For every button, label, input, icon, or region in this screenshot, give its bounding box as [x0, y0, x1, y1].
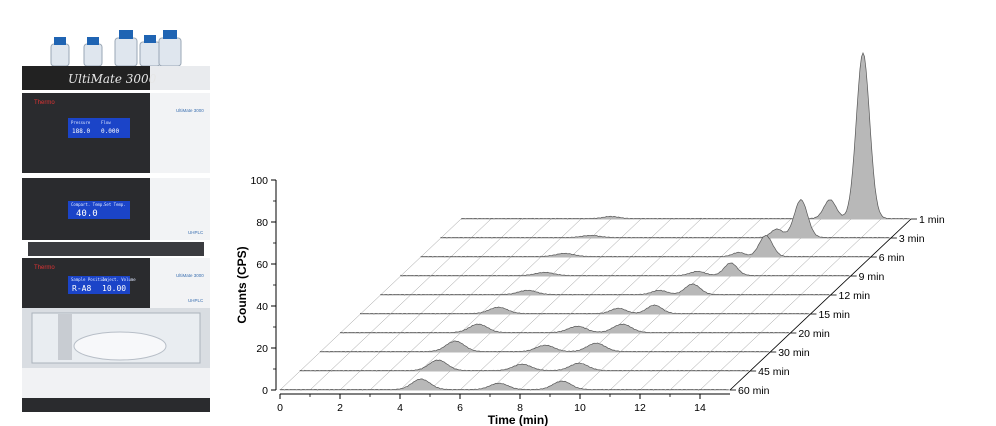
series-line [460, 51, 910, 220]
series-label: 45 min [758, 366, 790, 378]
x-tick-label: 2 [337, 402, 343, 414]
depth-gridline [579, 218, 762, 391]
series-trace [339, 323, 791, 334]
depth-axis [729, 218, 912, 391]
series-area [400, 263, 851, 276]
brand-label: UltiMate 3000 [68, 72, 157, 86]
x-tick-label: 0 [277, 402, 283, 414]
series-trace [319, 340, 771, 353]
chart-axes: 1 min 3 min 6 min 9 min 12 min 15 min 20 min 30… [250, 175, 944, 414]
y-tick-label: 20 [256, 343, 268, 355]
y-tick-label: 60 [256, 259, 268, 271]
depth-gridline [489, 218, 672, 391]
series-area [360, 304, 811, 314]
x-tick-label: 8 [517, 402, 523, 414]
depth-gridline [339, 218, 522, 391]
series-label: 6 min [879, 252, 905, 264]
series-trace [400, 262, 851, 277]
x-tick-label: 12 [634, 402, 646, 414]
y-tick-label: 0 [262, 385, 268, 397]
y-tick-label: 80 [256, 217, 268, 229]
sampler-lcd [68, 276, 130, 294]
x-axis-label: Time (min) [488, 413, 548, 426]
series-label: 60 min [738, 385, 770, 397]
series-trace [279, 378, 730, 391]
hplc-instrument-image: UltiMate 3000 Thermo UltiMate 3000 Press… [22, 30, 210, 412]
series-area [461, 52, 911, 220]
series-trace [380, 283, 831, 296]
depth-gridline [519, 218, 702, 391]
svg-text:Set Temp.: Set Temp. [104, 202, 126, 207]
series-line [380, 283, 830, 296]
pump-lcd [68, 118, 130, 138]
x-tick-label: 4 [397, 402, 403, 414]
series-trace [360, 304, 811, 315]
series-trace [420, 235, 871, 258]
series-area [440, 199, 891, 238]
series-line [420, 235, 870, 258]
thermo-logo-1: Thermo [34, 100, 55, 106]
svg-text:Sample Position: Sample Position [71, 277, 108, 282]
depth-gridline [279, 218, 462, 391]
depth-gridline [459, 218, 642, 391]
thermo-logo-2: Thermo [34, 265, 55, 271]
depth-gridline [699, 218, 882, 391]
series-label: 1 min [919, 214, 945, 226]
series-area [300, 360, 751, 371]
series-area [380, 283, 831, 295]
series-line [279, 378, 729, 391]
series-line [440, 199, 890, 239]
series-area [340, 324, 791, 333]
series-area [420, 235, 871, 257]
depth-gridline [639, 218, 822, 391]
y-tick-label: 100 [250, 175, 268, 187]
depth-gridline [549, 218, 732, 391]
chart-grid [279, 218, 912, 391]
series-trace [299, 359, 751, 372]
svg-text:Flow: Flow [101, 120, 111, 125]
series-area [320, 341, 771, 352]
depth-gridline [309, 218, 492, 391]
series-line [319, 340, 769, 353]
uhplc-badge-1: UHPLC [188, 230, 204, 235]
series-label: 3 min [899, 233, 925, 245]
svg-text:Pressure: Pressure [71, 120, 91, 125]
x-tick-label: 6 [457, 402, 463, 414]
series-line [400, 262, 850, 277]
svg-text:R-A8: R-A8 [72, 284, 91, 293]
svg-text:40.0: 40.0 [76, 209, 98, 219]
chart-series [279, 51, 911, 391]
svg-text:0.000: 0.000 [101, 128, 119, 135]
solvent-bottles [50, 30, 182, 67]
series-label: 12 min [839, 290, 871, 302]
series-label: 20 min [798, 328, 830, 340]
waterfall-chromatogram: 1 min 3 min 6 min 9 min 12 min 15 min 20 min 30… [235, 51, 945, 426]
x-tick-label: 14 [694, 402, 706, 414]
series-line [299, 359, 749, 372]
series-label: 15 min [818, 309, 850, 321]
depth-gridline [399, 218, 582, 391]
x-tick-label: 10 [574, 402, 586, 414]
depth-gridline [369, 218, 552, 391]
series-area [280, 378, 730, 390]
depth-gridline [669, 218, 852, 391]
oven-lcd [68, 201, 130, 219]
series-label: 30 min [778, 347, 810, 359]
y-axis-label: Counts (CPS) [235, 246, 249, 323]
module-label-2: UltiMate 3000 [176, 273, 204, 278]
svg-text:10.00: 10.00 [102, 284, 126, 293]
y-tick-label: 40 [256, 301, 268, 313]
series-trace [460, 51, 911, 220]
svg-text:Inject. Volume: Inject. Volume [102, 277, 136, 282]
module-label-1: UltiMate 3000 [176, 108, 204, 113]
svg-text:188.0: 188.0 [72, 128, 90, 135]
depth-gridline [429, 218, 612, 391]
uhplc-badge-2: UHPLC [188, 298, 204, 303]
series-line [339, 323, 789, 334]
series-line [360, 304, 809, 315]
series-trace [440, 199, 891, 239]
series-label: 9 min [859, 271, 885, 283]
svg-text:Compart. Temp.: Compart. Temp. [71, 202, 105, 207]
